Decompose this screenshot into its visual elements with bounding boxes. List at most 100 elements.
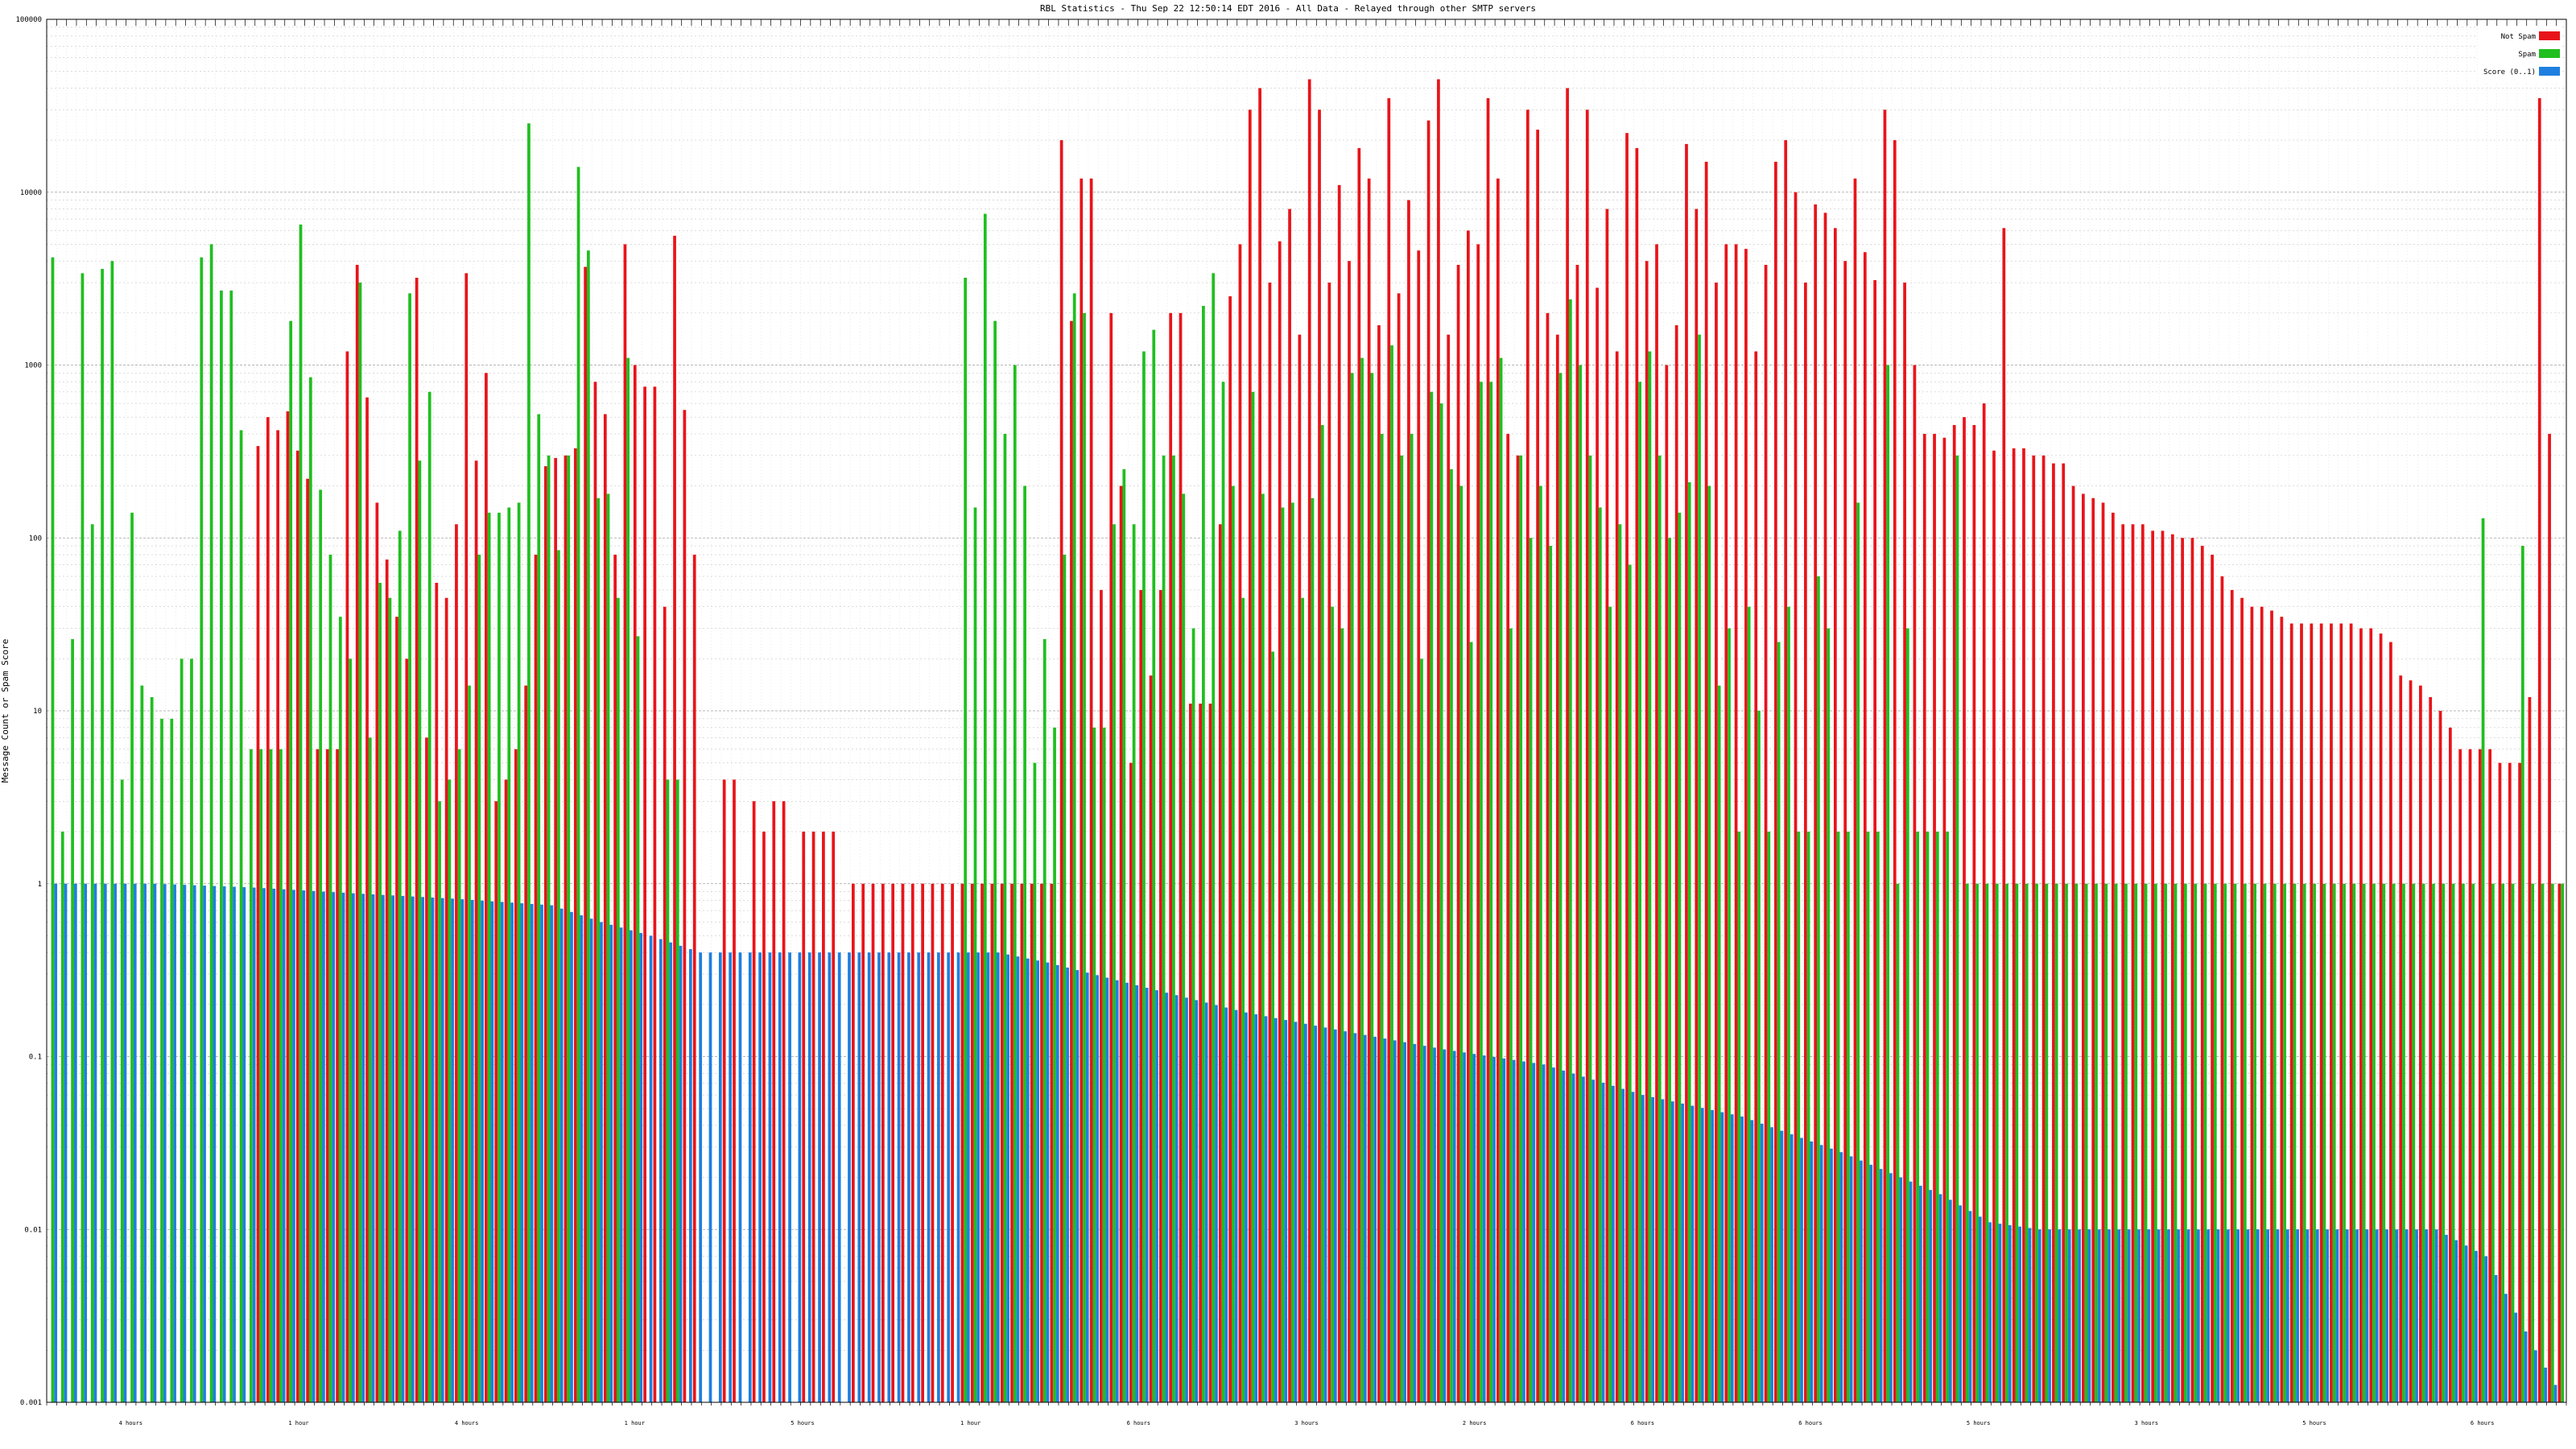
y-tick-label: 1000 xyxy=(24,362,42,370)
spam-bar xyxy=(576,167,580,1402)
not-spam-bar xyxy=(851,883,855,1402)
not-spam-bar xyxy=(1536,130,1540,1402)
spam-bar xyxy=(1965,883,1969,1402)
not-spam-bar xyxy=(464,273,469,1403)
not-spam-bar xyxy=(415,278,419,1402)
score-bar xyxy=(1998,1224,2002,1402)
not-spam-bar xyxy=(2498,762,2502,1402)
spam-bar xyxy=(229,290,233,1402)
score-bar xyxy=(2315,1229,2319,1402)
spam-bar xyxy=(1033,762,1037,1402)
score-bar xyxy=(818,952,821,1402)
score-bar xyxy=(2147,1229,2151,1402)
spam-bar xyxy=(140,685,144,1402)
not-spam-bar xyxy=(1129,762,1133,1402)
score-bar xyxy=(609,924,613,1402)
not-spam-bar xyxy=(643,386,646,1403)
spam-bar xyxy=(1827,628,1831,1402)
not-spam-bar xyxy=(2349,623,2353,1402)
spam-bar xyxy=(349,658,353,1402)
score-bar xyxy=(570,911,573,1402)
not-spam-bar xyxy=(2022,448,2025,1402)
not-spam-bar xyxy=(365,397,369,1402)
spam-bar xyxy=(150,696,154,1402)
not-spam-bar xyxy=(1744,249,1748,1402)
score-bar xyxy=(2197,1229,2200,1402)
score-bar xyxy=(123,883,127,1402)
score-bar xyxy=(2117,1229,2121,1402)
spam-bar xyxy=(2045,883,2049,1402)
spam-bar xyxy=(2194,883,2198,1402)
spam-bar xyxy=(120,779,124,1402)
score-bar xyxy=(2097,1229,2101,1402)
score-bar xyxy=(768,952,772,1402)
not-spam-bar xyxy=(1893,140,1897,1403)
spam-bar xyxy=(2124,883,2128,1402)
spam-bar xyxy=(220,290,223,1402)
score-bar xyxy=(1502,1058,1506,1402)
spam-bar xyxy=(2462,883,2465,1402)
spam-bar xyxy=(1459,485,1463,1403)
score-bar xyxy=(2078,1229,2081,1402)
score-bar xyxy=(1720,1112,1724,1402)
score-bar xyxy=(103,883,107,1402)
not-spam-bar xyxy=(1982,403,1986,1402)
not-spam-bar xyxy=(336,749,339,1402)
score-bar xyxy=(2355,1229,2359,1402)
score-bar xyxy=(758,952,762,1402)
score-bar xyxy=(956,952,960,1402)
score-bar xyxy=(2326,1229,2329,1402)
not-spam-bar xyxy=(514,749,518,1402)
not-spam-bar xyxy=(1665,365,1669,1402)
spam-bar xyxy=(1003,433,1007,1402)
spam-bar xyxy=(2550,883,2554,1402)
score-bar xyxy=(153,883,157,1402)
score-bar xyxy=(1839,1152,1843,1402)
not-spam-bar xyxy=(286,411,290,1402)
score-bar xyxy=(1284,1020,1288,1402)
spam-bar xyxy=(170,718,174,1402)
spam-bar xyxy=(1886,365,1890,1402)
not-spam-bar xyxy=(722,779,726,1402)
not-spam-bar xyxy=(2468,749,2472,1402)
score-bar xyxy=(2087,1229,2091,1402)
score-bar xyxy=(490,901,494,1402)
spam-bar xyxy=(1946,832,1949,1402)
score-bar xyxy=(619,927,623,1402)
spam-bar xyxy=(2283,883,2286,1402)
score-bar xyxy=(2415,1229,2418,1402)
spam-bar xyxy=(1549,546,1553,1402)
score-bar xyxy=(996,952,1000,1402)
y-tick-label: 100 xyxy=(29,535,42,543)
score-bar xyxy=(788,952,791,1402)
not-spam-bar xyxy=(2448,727,2452,1402)
spam-bar xyxy=(1797,832,1801,1402)
spam-bar xyxy=(2015,883,2019,1402)
score-bar xyxy=(2553,1385,2557,1402)
legend-swatch xyxy=(2539,67,2560,76)
spam-bar xyxy=(1638,382,1641,1403)
spam-bar xyxy=(1241,597,1245,1402)
score-bar xyxy=(1740,1116,1744,1402)
score-bar xyxy=(2375,1229,2379,1402)
score-bar xyxy=(431,897,435,1402)
spam-bar xyxy=(1598,507,1602,1403)
not-spam-bar xyxy=(435,583,439,1402)
score-bar xyxy=(1770,1127,1773,1402)
not-spam-bar xyxy=(970,883,974,1402)
spam-bar xyxy=(1013,365,1017,1402)
spam-bar xyxy=(1509,628,1513,1402)
score-bar xyxy=(1651,1096,1655,1402)
spam-bar xyxy=(110,261,114,1402)
score-bar xyxy=(2266,1229,2270,1402)
not-spam-bar xyxy=(1417,250,1421,1403)
spam-bar xyxy=(1588,455,1592,1402)
spam-bar xyxy=(338,617,342,1402)
not-spam-bar xyxy=(1208,704,1212,1402)
not-spam-bar xyxy=(1655,244,1658,1402)
score-bar xyxy=(2504,1294,2508,1402)
not-spam-bar xyxy=(811,832,815,1402)
not-spam-bar xyxy=(1020,883,1024,1402)
score-bar xyxy=(2067,1229,2071,1402)
not-spam-bar xyxy=(1159,589,1162,1402)
